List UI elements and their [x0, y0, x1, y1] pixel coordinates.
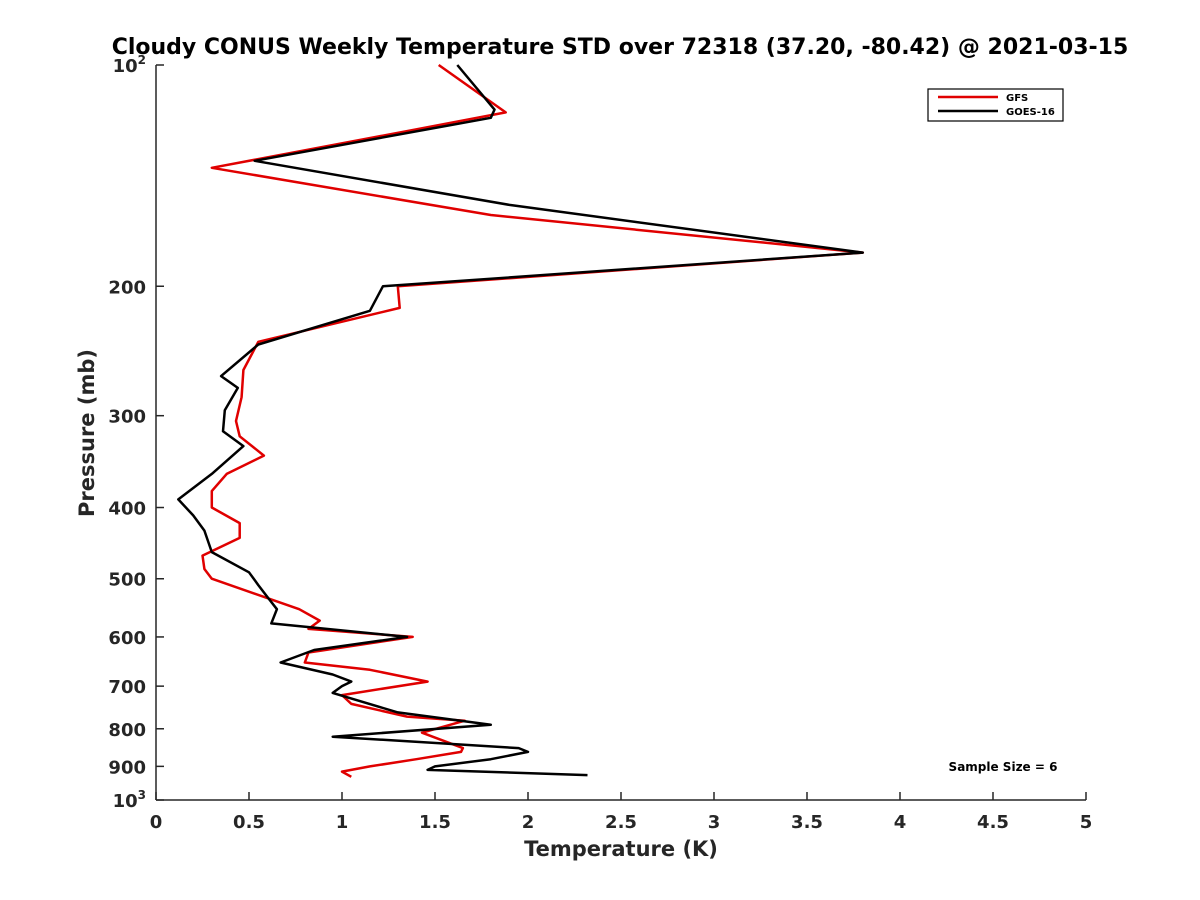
x-tick-label: 3: [708, 812, 721, 833]
x-tick-label: 0: [150, 812, 163, 833]
legend-label-gfs: GFS: [1006, 93, 1028, 104]
x-tick-label: 1.5: [419, 812, 451, 833]
y-tick-label: 700: [108, 677, 146, 698]
x-tick-label: 5: [1080, 812, 1093, 833]
x-tick-label: 2.5: [605, 812, 637, 833]
series-layer: [177, 63, 865, 778]
y-tick-label: 103: [113, 788, 146, 812]
plot-area: [155, 65, 1086, 801]
x-axis-label: Temperature (K): [524, 837, 718, 861]
legend-box: [927, 88, 1064, 122]
series-line-gfs: [201, 63, 865, 778]
y-tick-label: 300: [108, 407, 146, 428]
y-tick-label: 800: [108, 720, 146, 741]
y-tick-label: 200: [108, 277, 146, 298]
y-tick-label: 600: [108, 628, 146, 649]
sample-size-annotation: Sample Size = 6: [949, 760, 1058, 774]
x-tick-label: 4: [894, 812, 907, 833]
x-ticks: 0 0.5 1 1.5 2 2.5 3 3.5 4 4.5 5: [150, 792, 1093, 833]
chart-title: Cloudy CONUS Weekly Temperature STD over…: [112, 35, 1129, 60]
x-tick-label: 3.5: [791, 812, 823, 833]
x-tick-label: 0.5: [233, 812, 265, 833]
legend: GFS GOES-16: [927, 88, 1064, 122]
y-tick-label: 900: [108, 757, 146, 778]
x-tick-label: 1: [336, 812, 349, 833]
y-axis-label: Pressure (mb): [75, 349, 99, 517]
y-tick-label: 400: [108, 499, 146, 520]
y-tick-label: 500: [108, 570, 146, 591]
series-line-goes16: [177, 64, 865, 777]
y-ticks: 102 200 300 400 500 600 700 800 900 103: [108, 53, 164, 812]
x-tick-label: 4.5: [977, 812, 1009, 833]
y-tick-label: 102: [113, 53, 146, 77]
legend-label-goes16: GOES-16: [1006, 107, 1055, 118]
x-tick-label: 2: [522, 812, 535, 833]
